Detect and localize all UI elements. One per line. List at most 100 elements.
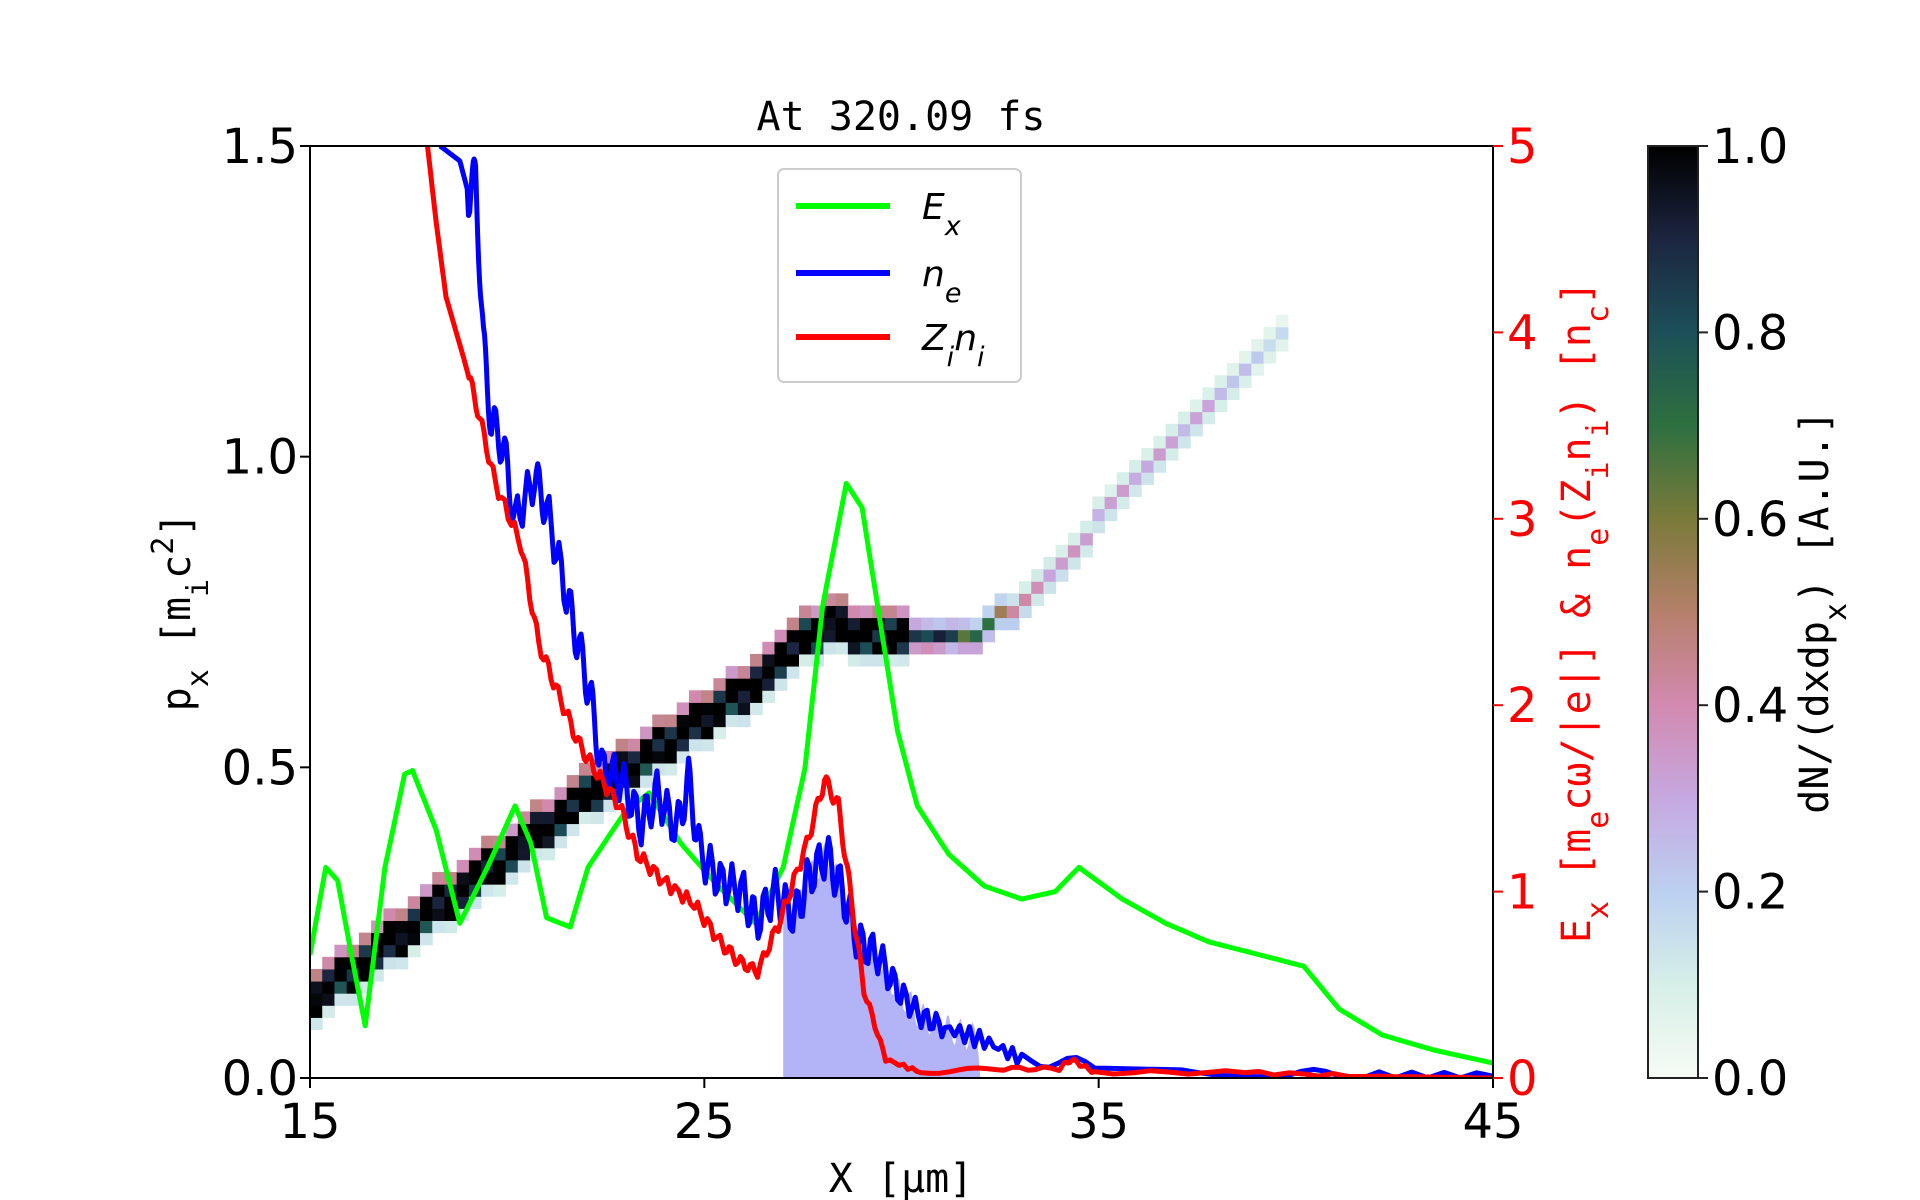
heatmap-cell [1116,472,1130,485]
heatmap-cell [737,702,751,716]
right-y-axis-label: Ex [mecω/|e|] & ne(Zini) [nc] [1554,281,1616,943]
heatmap-cell [334,944,348,958]
heatmap-cell [1275,314,1289,328]
heatmap-cell [322,1005,335,1018]
heatmap-cell [1165,447,1179,461]
heatmap-cell [1239,375,1252,388]
heatmap-cell [566,775,580,788]
heatmap-cell [1104,508,1118,522]
legend: Ex ne Zini [777,168,1022,383]
heatmap-cell [970,617,983,631]
heatmap-cell [676,738,690,752]
legend-ne-label: ne [922,254,961,309]
heatmap-cell [1031,593,1044,606]
heatmap-cell [774,641,788,655]
heatmap-cell [847,641,861,655]
series-line-ex [310,480,1493,1066]
heatmap-cell [627,762,641,776]
heatmap-cell [921,629,934,643]
heatmap-cell [542,799,555,812]
heatmap-cell [933,629,947,643]
y-left-tick-label: 1.5 [222,119,298,175]
heatmap-cell [310,968,323,982]
x-tick-label: 35 [1068,1094,1129,1150]
heatmap-cell [762,666,776,679]
heatmap-cell [908,629,922,643]
heatmap-cell [1214,375,1228,388]
heatmap-cell [420,896,433,909]
heatmap-cell [774,629,788,643]
heatmap-cell [1153,460,1167,473]
x-axis-label: X [μm] [829,1156,974,1200]
heatmap-cell [835,617,849,631]
heatmap-cell [945,641,959,655]
heatmap-cell [1006,617,1020,631]
heatmap-cell [750,678,763,691]
heatmap-cell [1165,423,1179,437]
heatmap-cell [578,811,592,825]
heatmap-cell [847,605,861,619]
heatmap-cell [407,908,421,921]
heatmap-cell [786,617,800,631]
heatmap-cell [358,956,372,970]
heatmap-cell [823,629,837,643]
heatmap-cell [798,617,812,631]
heatmap-cell [505,859,519,873]
heatmap-cell [664,762,678,776]
heatmap-cell [896,629,910,643]
heatmap-cell [1275,326,1289,340]
heatmap-cell [713,678,727,691]
heatmap-cell [334,956,348,970]
heatmap-cell [823,617,837,631]
heatmap-cell [1214,399,1228,413]
heatmap-cell [798,605,812,619]
heatmap-cell [1067,532,1081,546]
heatmap-cell [407,920,421,934]
heatmap-cell [750,690,763,703]
heatmap-cell [664,714,678,728]
heatmap-cell [554,787,568,800]
heatmap-cell [322,956,335,970]
heatmap-cell [835,593,849,606]
heatmap-cell [1251,351,1264,364]
heatmap-cell [688,738,702,752]
heatmap-cell [432,884,445,897]
heatmap-cell [1226,387,1240,401]
heatmap-cell [1129,484,1142,497]
heatmap-cell [664,750,678,764]
heatmap-cell [640,738,653,752]
heatmap-cell [566,787,580,800]
heatmap-cell [688,726,702,740]
heatmap-cell [542,823,555,837]
colorbar-tick-label: 0.8 [1712,305,1788,361]
heatmap-cell [725,690,739,703]
heatmap-cell [701,738,714,752]
heatmap-cell [1129,472,1142,485]
heatmap-cell [1202,411,1216,425]
heatmap-cell [896,605,910,619]
heatmap-cell [884,605,898,619]
heatmap-cell [530,799,543,812]
heatmap-cell [383,920,397,934]
colorbar-tick-label: 0.0 [1712,1051,1788,1107]
heatmap-cell [420,884,433,897]
heatmap-cell [798,653,812,667]
heatmap-cell [358,968,372,982]
heatmap-cell [970,641,983,655]
heatmap-cell [1129,460,1142,473]
heatmap-cell [847,653,861,667]
heatmap-cell [383,956,397,970]
y-right-tick-label: 1 [1507,865,1538,921]
heatmap-cell [982,605,996,619]
heatmap-cell [786,629,800,643]
heatmap-cell [1202,387,1216,401]
heatmap-cell [530,823,543,837]
heatmap-cell [737,714,751,728]
heatmap-cell [591,799,604,812]
heatmap-cell [1190,423,1203,437]
heatmap-cell [578,762,592,776]
heatmap-cell [310,993,323,1006]
heatmap-cell [860,605,873,619]
heatmap-cell [786,653,800,667]
heatmap-cell [676,726,690,740]
